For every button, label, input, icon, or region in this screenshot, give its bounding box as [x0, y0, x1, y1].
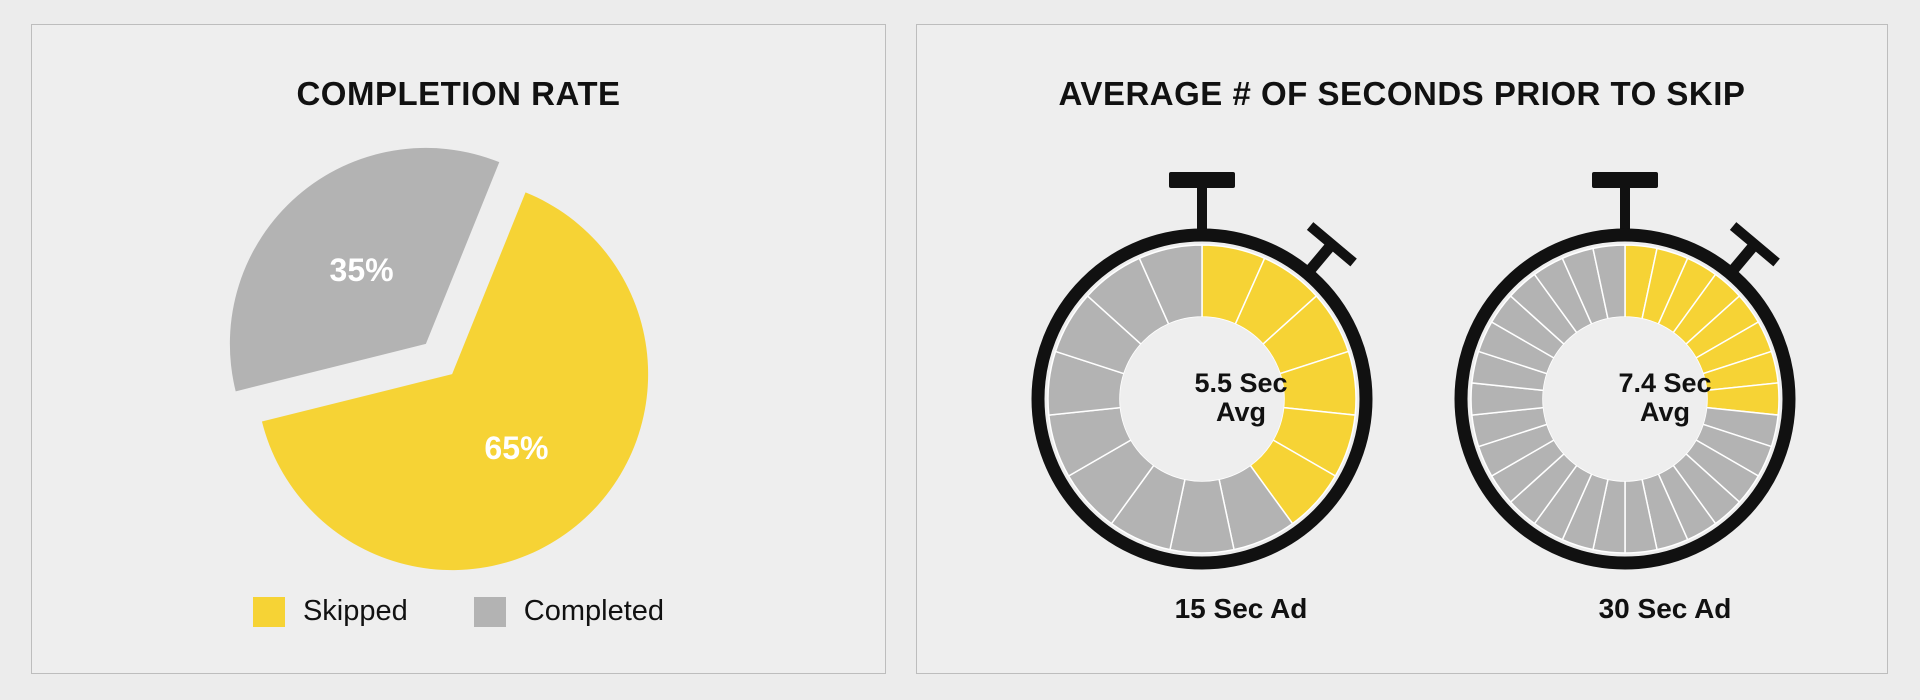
stopwatch-15 — [1031, 172, 1373, 570]
stopwatch-button — [1727, 243, 1757, 276]
gauge-15-center-text: 5.5 Sec Avg — [1161, 369, 1321, 427]
stopwatch-30 — [1454, 172, 1796, 570]
stopwatch-crown — [1592, 172, 1658, 188]
stopwatch-ring — [1454, 228, 1796, 570]
stopwatch-face — [1543, 317, 1707, 481]
pie-slice-completed — [229, 147, 500, 392]
legend-label: Completed — [523, 595, 665, 627]
legend-item-completed: Completed — [473, 595, 665, 628]
gauge-value: 7.4 Sec — [1618, 368, 1712, 398]
pie-slice-skipped — [261, 192, 649, 571]
legend-swatch-skipped — [252, 596, 285, 627]
stopwatch-button-cap — [1729, 222, 1780, 267]
legend-label: Skipped — [302, 595, 408, 627]
gauge-30-center-text: 7.4 Sec Avg — [1585, 369, 1745, 427]
slice-value-label: 65% — [484, 430, 548, 466]
gauge-sub: Avg — [1639, 397, 1690, 427]
legend-item-skipped: Skipped — [252, 595, 408, 628]
stopwatch-stem — [1620, 177, 1630, 233]
completion-rate-panel: COMPLETION RATE 65% 35% Skipped Completed — [31, 24, 886, 674]
gauge-15-label: 15 Sec Ad — [1174, 593, 1308, 624]
gauge-value: 5.5 Sec — [1194, 368, 1288, 398]
legend-swatch-completed — [473, 596, 506, 627]
legend: Skipped Completed — [32, 595, 885, 628]
gauge-sub: Avg — [1215, 397, 1266, 427]
stopwatch-button — [1304, 243, 1334, 276]
seconds-prior-to-skip-panel: AVERAGE # OF SECONDS PRIOR TO SKIP 5.5 S… — [916, 24, 1888, 674]
stopwatch-button-cap — [1306, 222, 1357, 267]
slice-value-label: 35% — [330, 252, 394, 288]
pie-chart: 65% 35% — [229, 147, 649, 571]
stopwatch-face — [1120, 317, 1284, 481]
stopwatch-ring — [1031, 228, 1373, 570]
chart-title: COMPLETION RATE — [296, 75, 621, 112]
stopwatch-gauges — [1031, 172, 1796, 570]
stopwatch-stem — [1197, 177, 1207, 233]
gauge-segment-empty — [1138, 244, 1203, 326]
chart-title: AVERAGE # OF SECONDS PRIOR TO SKIP — [1058, 75, 1746, 112]
stopwatch-crown — [1169, 172, 1235, 188]
gauge-30-label: 30 Sec Ad — [1598, 593, 1732, 624]
